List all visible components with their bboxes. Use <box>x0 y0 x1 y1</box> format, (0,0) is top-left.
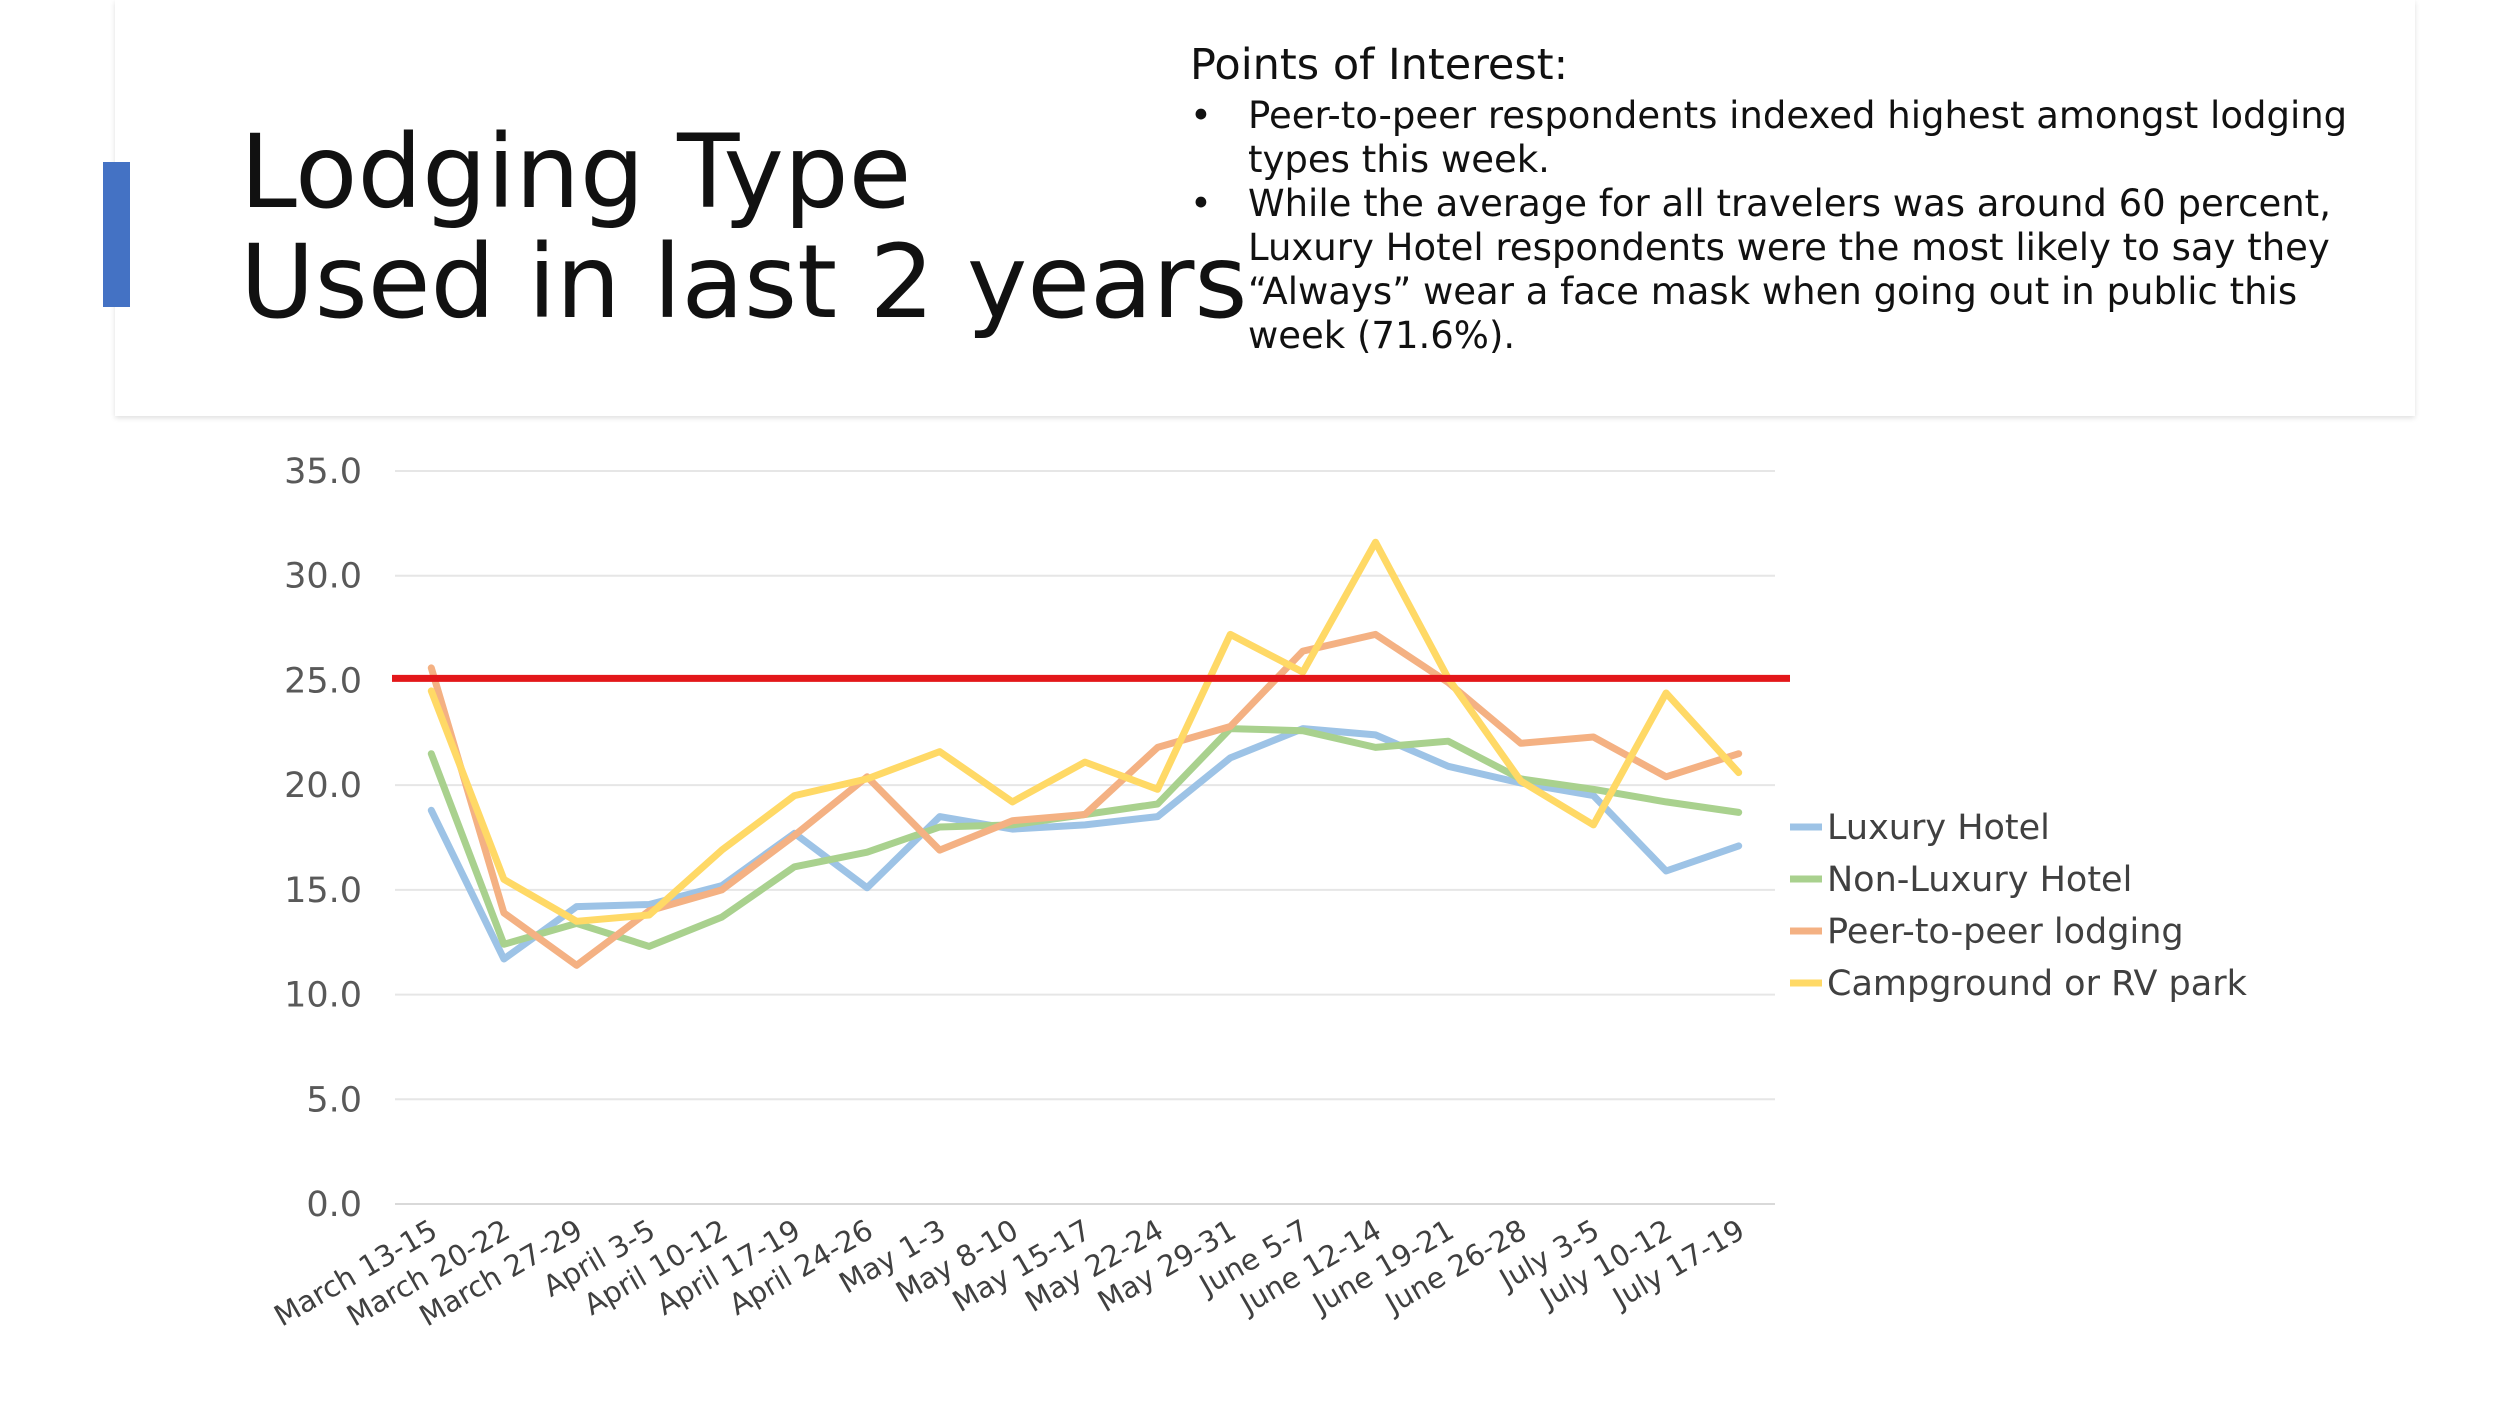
legend-label: Non-Luxury Hotel <box>1827 860 2132 900</box>
legend: Luxury Hotel Non-Luxury Hotel Peer-to-peer… <box>1790 808 2248 1004</box>
title-line-1: Lodging Type <box>240 113 912 232</box>
bullet-icon: • <box>1190 182 1212 225</box>
bullet-icon: • <box>1190 94 1212 137</box>
legend-label: Peer-to-peer lodging <box>1827 912 2184 952</box>
y-tick-label: 15.0 <box>284 871 362 911</box>
y-tick-label: 25.0 <box>284 661 362 701</box>
y-tick-label: 20.0 <box>284 766 362 806</box>
y-tick-label: 30.0 <box>284 557 362 597</box>
title-line-2: Used in last 2 years <box>240 223 1248 342</box>
points-of-interest: Points of Interest: • Peer-to-peer respo… <box>1190 38 2360 358</box>
y-tick-label: 5.0 <box>306 1080 362 1120</box>
poi-bullet-2: • While the average for all travelers wa… <box>1190 182 2360 358</box>
y-axis-ticks: 0.0 5.0 10.0 15.0 20.0 25.0 30.0 35.0 <box>284 452 362 1225</box>
poi-bullet-1: • Peer-to-peer respondents indexed highe… <box>1190 94 2360 182</box>
series-lines <box>427 538 1743 969</box>
gridlines <box>395 470 1775 1205</box>
legend-label: Luxury Hotel <box>1827 808 2050 848</box>
series-line-4 <box>427 538 1743 925</box>
poi-bullet-text: Peer-to-peer respondents indexed highest… <box>1248 94 2348 181</box>
poi-list: • Peer-to-peer respondents indexed highe… <box>1190 94 2360 358</box>
y-tick-label: 0.0 <box>306 1185 362 1225</box>
accent-bar <box>103 162 130 307</box>
y-tick-label: 35.0 <box>284 452 362 492</box>
poi-bullet-text: While the average for all travelers was … <box>1248 182 2331 357</box>
legend-label: Campground or RV park <box>1827 964 2248 1004</box>
poi-heading: Points of Interest: <box>1190 40 1569 90</box>
slide-title: Lodging Type Used in last 2 years <box>240 118 1248 338</box>
y-tick-label: 10.0 <box>284 976 362 1016</box>
header-panel <box>115 0 2415 416</box>
